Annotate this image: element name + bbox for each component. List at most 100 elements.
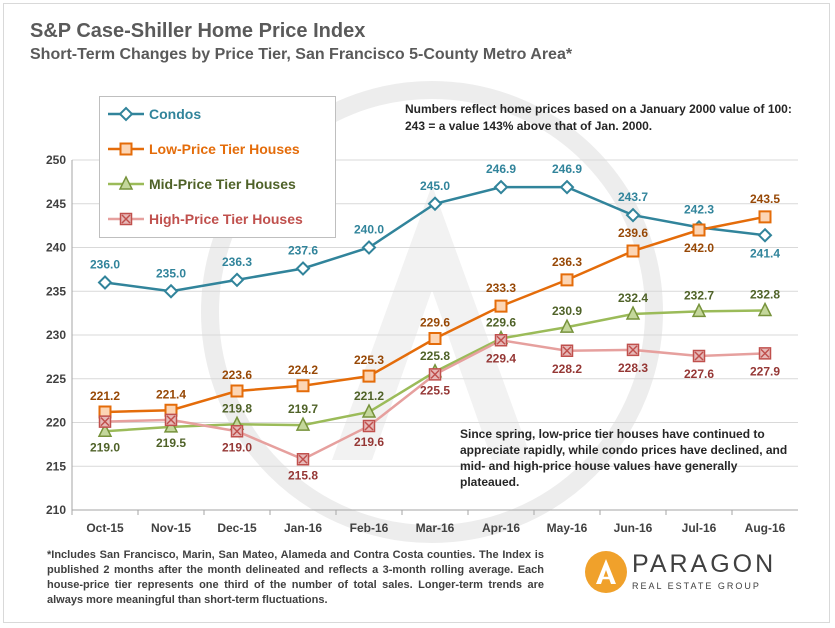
point-marker [757,301,773,317]
chart-title: S&P Case-Shiller Home Price Index [30,20,366,42]
point-marker [692,223,706,237]
data-label: 235.0 [156,266,186,280]
point-marker [230,384,244,398]
y-axis: 210 215 220 225 230 235 240 245 250 [46,153,66,517]
series-group [97,179,773,466]
data-label: 221.2 [354,389,384,403]
point-marker-cross [364,421,374,431]
data-label: 239.6 [618,226,648,240]
point-marker-cross [694,351,704,361]
series-markers-1 [98,210,772,419]
logo-name: PARAGON [632,550,777,578]
legend-label-high-price: High-Price Tier Houses [149,211,303,227]
point-marker [361,240,377,255]
point-marker-cross [298,454,308,464]
x-axis: Oct-15 Nov-15 Dec-15 Jan-16 Feb-16 Mar-16 Apr-… [71,510,786,535]
point-marker [625,207,641,223]
data-label: 219.5 [156,436,186,450]
data-label: 227.6 [684,367,714,381]
data-label: 243.5 [750,192,780,206]
y-tick-label: 250 [46,153,66,167]
y-tick-label: 235 [46,284,66,298]
legend-swatch-mid-price [108,175,144,190]
point-marker [559,318,575,333]
data-label: 232.4 [618,291,648,305]
legend-swatch-high-price [108,212,144,226]
x-tick-label: Nov-15 [151,521,191,535]
y-tick-label: 220 [46,416,66,430]
point-marker [758,210,772,224]
point-marker [163,283,179,299]
x-tick-label: Oct-15 [86,521,124,535]
point-marker [119,142,133,156]
series-markers-3 [98,334,772,466]
point-marker-cross [760,348,770,358]
point-marker-cross [232,426,242,436]
point-marker [757,227,773,243]
x-tick-label: May-16 [547,521,588,535]
point-marker [361,403,377,418]
data-label: 245.0 [420,179,450,193]
data-label: 225.3 [354,353,384,367]
paragon-logo: PARAGON REAL ESTATE GROUP [584,548,804,598]
point-marker-cross [562,346,572,356]
data-label: 243.7 [618,190,648,204]
data-label: 228.2 [552,362,582,376]
point-marker-cross [100,417,110,427]
legend-swatch-low-price [108,142,144,156]
y-tick-label: 215 [46,459,66,473]
data-label: 232.8 [750,288,780,302]
point-marker [494,299,508,313]
data-label: 230.9 [552,304,582,318]
legend-item-mid-price[interactable]: Mid-Price Tier Houses [100,167,336,201]
point-marker [625,305,641,320]
legend-item-high-price[interactable]: High-Price Tier Houses [100,202,336,236]
data-label: 237.6 [288,244,318,258]
legend-swatch-condos [108,106,144,122]
data-label: 219.7 [288,402,318,416]
x-tick-label: Feb-16 [350,521,389,535]
point-marker [97,422,113,437]
point-marker [118,106,134,122]
y-tick-label: 210 [46,503,66,517]
point-marker-cross [166,415,176,425]
point-marker [229,272,245,288]
data-label: 221.2 [90,389,120,403]
data-label: 224.2 [288,363,318,377]
paragon-a-logo-icon [585,551,627,593]
data-label: 229.6 [420,316,450,330]
data-label: 219.6 [354,435,384,449]
point-marker [559,179,575,195]
data-label: 225.8 [420,349,450,363]
point-marker-cross [628,345,638,355]
y-tick-label: 225 [46,372,66,386]
watermark-letter [332,185,532,460]
point-marker [295,416,311,431]
point-marker [691,302,707,318]
point-marker [560,273,574,287]
legend-item-condos[interactable]: Condos [100,97,336,131]
chart-subtitle: Short-Term Changes by Price Tier, San Fr… [30,46,573,63]
data-label: 236.3 [222,255,252,269]
point-marker [97,275,113,290]
logo-subtitle: REAL ESTATE GROUP [632,581,761,591]
legend-item-low-price[interactable]: Low-Price Tier Houses [100,132,336,166]
point-marker-cross [496,335,506,345]
data-label: 221.4 [156,387,186,401]
point-marker-cross [121,214,131,224]
data-label: 242.3 [684,202,714,216]
data-label: 246.9 [552,162,582,176]
y-tick-label: 230 [46,328,66,342]
data-label: 219.0 [222,440,252,454]
x-tick-label: Jun-16 [614,521,653,535]
point-marker [427,196,443,212]
footnote: *Includes San Francisco, Marin, San Mate… [47,549,544,606]
data-label: 228.3 [618,361,648,375]
legend: Condos Low-Price Tier Houses Mid-Price T… [99,96,336,238]
point-marker [118,175,134,190]
data-label: 227.9 [750,364,780,378]
point-marker [296,379,310,393]
data-label: 241.4 [750,246,780,260]
data-label: 233.3 [486,281,516,295]
